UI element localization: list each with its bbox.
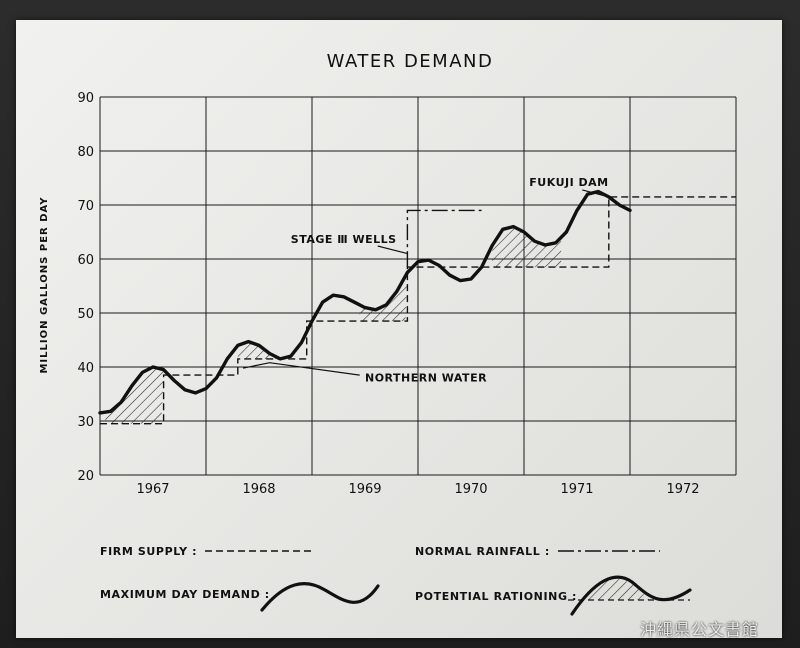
rationing-hatch-area [237, 341, 286, 359]
x-tick-label: 1970 [454, 482, 487, 497]
y-tick-label: 30 [77, 415, 94, 430]
x-axis-ticks: 1967 1968 1969 1970 1971 1972 [136, 482, 699, 497]
rationing-hatch-area [359, 272, 408, 322]
y-tick-label: 60 [77, 253, 94, 268]
x-tick-label: 1969 [348, 482, 381, 497]
rationing-hatch-area [492, 226, 562, 268]
chart-series [98, 189, 736, 425]
potential-rationing-areas [105, 226, 562, 424]
legend-maximum-day-demand-swatch [260, 582, 380, 612]
x-tick-label: 1972 [666, 482, 699, 497]
series-firm-supply [100, 196, 736, 425]
legend-potential-rationing-curve [570, 575, 692, 616]
legend-normal-rainfall-label: NORMAL RAINFALL : [415, 545, 550, 558]
annotation-label: FUKUJI DAM [529, 176, 608, 189]
legend-firm-supply-label: FIRM SUPPLY : [100, 545, 197, 558]
y-tick-label: 80 [77, 145, 94, 160]
series-normal-rainfall [406, 209, 482, 268]
x-tick-label: 1971 [560, 482, 593, 497]
y-tick-label: 50 [77, 307, 94, 322]
paper-sheet [16, 20, 782, 638]
y-tick-label: 70 [77, 199, 94, 214]
series-maximum-day-demand [98, 189, 632, 415]
annotation-leader-line [242, 362, 360, 376]
x-tick-label: 1968 [242, 482, 275, 497]
y-axis-label: MILLION GALLONS PER DAY [39, 196, 50, 373]
x-tick-label: 1967 [136, 482, 169, 497]
chart-grid [99, 96, 737, 476]
legend-maximum-day-demand-label: MAXIMUM DAY DEMAND : [100, 588, 270, 601]
y-tick-label: 40 [77, 361, 94, 376]
archive-watermark: 沖縄県公文書館 [640, 620, 760, 639]
chart-title: WATER DEMAND [327, 51, 494, 72]
y-tick-label: 90 [77, 91, 94, 106]
legend: FIRM SUPPLY : NORMAL RAINFALL : MAXIMUM … [100, 545, 692, 616]
annotation-leader-line [582, 189, 609, 198]
chart-annotations: FUKUJI DAM STAGE Ⅲ WELLS NORTHERN WATER [242, 176, 609, 385]
rationing-hatch-area [105, 367, 164, 424]
annotation-leader-line [377, 245, 408, 255]
annotation-label: STAGE Ⅲ WELLS [291, 233, 397, 246]
legend-potential-rationing-label: POTENTIAL RATIONING : [415, 590, 577, 603]
annotation-label: NORTHERN WATER [365, 372, 487, 385]
y-axis-ticks: 20 30 40 50 60 70 80 90 [77, 91, 94, 484]
y-tick-label: 20 [77, 469, 94, 484]
